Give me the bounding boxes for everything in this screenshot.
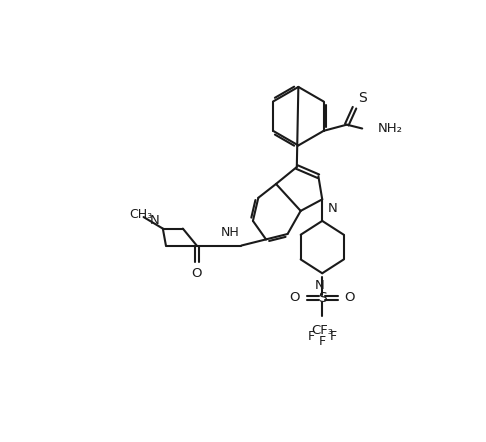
Text: F: F [308, 330, 315, 343]
Text: NH: NH [221, 226, 239, 240]
Text: CF₃: CF₃ [311, 324, 333, 337]
Text: F: F [330, 330, 337, 343]
Text: NH₂: NH₂ [378, 122, 402, 135]
Text: CH₃: CH₃ [130, 208, 153, 221]
Text: N: N [315, 279, 325, 293]
Text: O: O [191, 267, 202, 280]
Text: N: N [328, 202, 337, 215]
Text: O: O [289, 291, 300, 305]
Text: S: S [358, 91, 367, 105]
Text: O: O [345, 291, 355, 305]
Text: N: N [150, 214, 160, 227]
Text: S: S [318, 291, 327, 305]
Text: F: F [319, 335, 326, 347]
